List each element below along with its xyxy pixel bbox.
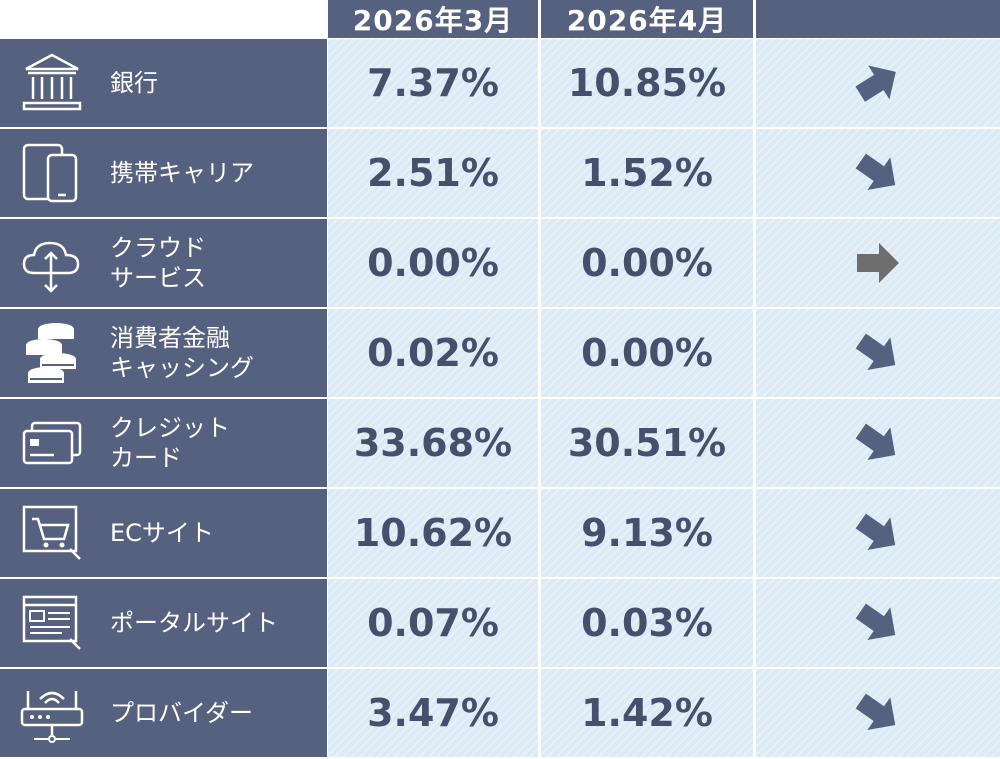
- category-cell: 携帯キャリア: [0, 129, 327, 217]
- arrow-down-right-icon: [855, 333, 896, 370]
- value-april: 10.85%: [541, 39, 753, 127]
- category-label-line: サービス: [110, 264, 206, 292]
- category-label-line: ECサイト: [110, 519, 214, 547]
- arrow-up-right-icon: [855, 65, 896, 102]
- trend-cell: [756, 309, 1000, 397]
- value-march: 10.62%: [328, 489, 538, 577]
- category-label: 銀行: [110, 39, 158, 127]
- table-row: クラウド サービス 0.00% 0.00%: [0, 218, 1000, 308]
- category-label-line: プロバイダー: [110, 699, 254, 727]
- header-trend: [756, 0, 1000, 38]
- trend-cell: [756, 219, 1000, 307]
- portal-icon: [18, 589, 86, 657]
- category-cell: クレジット カード: [0, 399, 327, 487]
- category-label: 消費者金融 キャッシング: [110, 309, 254, 397]
- trend-cell: [756, 579, 1000, 667]
- category-label-line: クラウド: [110, 234, 206, 262]
- category-label: クレジット カード: [110, 399, 230, 487]
- trend-cell: [756, 129, 1000, 217]
- value-april: 30.51%: [541, 399, 753, 487]
- value-april: 0.00%: [541, 219, 753, 307]
- table-row: ECサイト 10.62% 9.13%: [0, 488, 1000, 578]
- category-cell: ポータルサイト: [0, 579, 327, 667]
- arrow-down-right-icon: [855, 423, 896, 460]
- category-label-line: 携帯キャリア: [110, 159, 254, 187]
- category-label-line: ポータルサイト: [110, 609, 278, 637]
- table-row: ポータルサイト 0.07% 0.03%: [0, 578, 1000, 668]
- value-march: 33.68%: [328, 399, 538, 487]
- table-row: プロバイダー 3.47% 1.42%: [0, 668, 1000, 758]
- value-march: 0.00%: [328, 219, 538, 307]
- category-label-line: キャッシング: [110, 354, 254, 382]
- table-row: クレジット カード 33.68% 30.51%: [0, 398, 1000, 488]
- header-march: 2026年3月: [328, 0, 538, 38]
- trend-cell: [756, 669, 1000, 757]
- coins-icon: [18, 319, 86, 387]
- category-label: ECサイト: [110, 489, 214, 577]
- value-april: 0.00%: [541, 309, 753, 397]
- smartphone-icon: [18, 139, 86, 207]
- category-label-line: 銀行: [110, 69, 158, 97]
- router-icon: [18, 679, 86, 747]
- value-march: 0.02%: [328, 309, 538, 397]
- arrow-down-right-icon: [855, 693, 896, 730]
- category-label: 携帯キャリア: [110, 129, 254, 217]
- value-april: 0.03%: [541, 579, 753, 667]
- category-cell: 消費者金融 キャッシング: [0, 309, 327, 397]
- table-row: 携帯キャリア 2.51% 1.52%: [0, 128, 1000, 218]
- category-label: プロバイダー: [110, 669, 253, 757]
- value-march: 2.51%: [328, 129, 538, 217]
- arrow-down-right-icon: [855, 603, 896, 640]
- table-row: 銀行 7.37% 10.85%: [0, 38, 1000, 128]
- category-cell: プロバイダー: [0, 669, 327, 757]
- trend-cell: [756, 489, 1000, 577]
- category-cell: クラウド サービス: [0, 219, 327, 307]
- bank-icon: [18, 49, 86, 117]
- arrow-down-right-icon: [855, 513, 896, 550]
- value-april: 1.42%: [541, 669, 753, 757]
- category-label: ポータルサイト: [110, 579, 278, 667]
- value-april: 1.52%: [541, 129, 753, 217]
- arrow-down-right-icon: [855, 153, 896, 190]
- category-label: クラウド サービス: [110, 219, 206, 307]
- category-cell: 銀行: [0, 39, 327, 127]
- credit-card-icon: [18, 409, 86, 477]
- category-cell: ECサイト: [0, 489, 327, 577]
- category-label-line: 消費者金融: [110, 324, 230, 352]
- header-april: 2026年4月: [541, 0, 753, 38]
- shopping-cart-icon: [18, 499, 86, 567]
- trend-cell: [756, 39, 1000, 127]
- table-row: 消費者金融 キャッシング 0.02% 0.00%: [0, 308, 1000, 398]
- value-march: 3.47%: [328, 669, 538, 757]
- value-april: 9.13%: [541, 489, 753, 577]
- category-label-line: クレジット: [110, 414, 230, 442]
- value-march: 0.07%: [328, 579, 538, 667]
- arrow-right-icon: [857, 243, 899, 283]
- category-label-line: カード: [110, 444, 182, 472]
- cloud-icon: [18, 229, 86, 297]
- value-march: 7.37%: [328, 39, 538, 127]
- trend-cell: [756, 399, 1000, 487]
